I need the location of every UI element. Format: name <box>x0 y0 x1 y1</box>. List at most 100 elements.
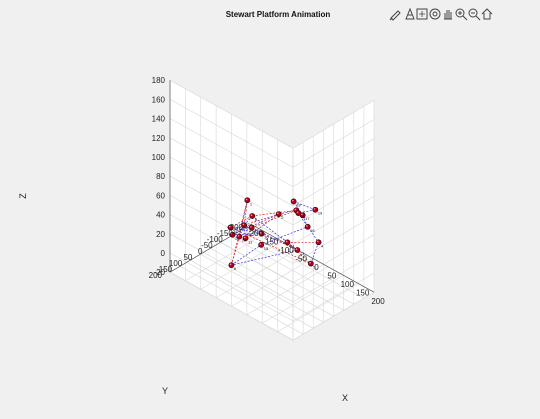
back-gridline-z <box>169 79 294 149</box>
y-axis-line <box>169 223 252 273</box>
point-label: 17 <box>305 216 310 221</box>
point-label: 16 <box>310 228 315 233</box>
platform-point-highlight <box>243 236 246 239</box>
rotate-3d-icon[interactable] <box>429 8 441 20</box>
point-label: 10 <box>264 235 269 240</box>
platform-point-highlight <box>259 232 262 234</box>
x-tick-label: -150 <box>262 238 279 247</box>
platform-links <box>230 200 319 266</box>
z-tick-label: 160 <box>152 95 166 104</box>
blue-link <box>232 233 262 236</box>
blue-link <box>231 244 262 266</box>
point-label: 8 <box>255 217 258 222</box>
z-tick-label: 0 <box>161 249 166 258</box>
right-gridline-z <box>292 234 375 283</box>
y-tick-label: 100 <box>169 259 183 268</box>
back-gridline-z <box>169 137 294 207</box>
blue-link <box>278 209 297 215</box>
y-tick-label: -100 <box>207 235 224 244</box>
export-icon[interactable] <box>416 8 428 20</box>
platform-point-highlight <box>230 233 233 235</box>
platform-point-highlight <box>242 223 245 226</box>
back-gridline-z <box>169 175 294 245</box>
z-tick-label: 100 <box>152 153 166 162</box>
red-link <box>287 242 312 264</box>
data-tips-icon[interactable] <box>405 7 415 20</box>
platform-point-highlight <box>237 234 240 237</box>
platform-points: 12345678910111213141516171819202122 <box>227 197 324 271</box>
z-tick-label: 60 <box>156 191 165 200</box>
right-gridline-z <box>292 195 375 245</box>
y-axis-label: Y <box>162 386 168 396</box>
back-gridline-z <box>169 214 294 283</box>
x-tick-label: 150 <box>356 289 370 298</box>
home-icon[interactable] <box>481 8 493 20</box>
point-label: 12 <box>233 228 238 233</box>
right-gridline-z <box>292 157 375 207</box>
zoom-out-icon[interactable] <box>468 8 481 21</box>
brush-icon[interactable] <box>389 10 401 21</box>
point-label: 11 <box>248 239 253 244</box>
point-label: 14 <box>290 243 295 248</box>
red-link <box>261 233 298 251</box>
right-gridline-z <box>292 138 375 187</box>
red-link <box>230 215 253 228</box>
blue-link <box>310 242 319 264</box>
right-gridline-z <box>292 215 375 264</box>
y-tick-label: 50 <box>183 253 192 262</box>
x-tick-label: -100 <box>278 246 295 255</box>
back-gridline-z <box>169 271 294 341</box>
point-label: 2 <box>281 215 284 220</box>
point-label: 4 <box>321 243 324 248</box>
point-label: 9 <box>254 229 257 234</box>
red-link <box>230 227 311 264</box>
x-axis-label: X <box>342 393 348 403</box>
back-gridline-z <box>169 156 294 226</box>
platform-point-highlight <box>250 226 252 228</box>
platform-point-highlight <box>309 261 311 264</box>
x-tick-label: 0 <box>314 263 319 272</box>
platform-point-highlight <box>296 211 299 214</box>
platform-point-highlight <box>313 208 316 210</box>
blue-link <box>230 227 262 235</box>
chart-title: Stewart Platform Animation <box>226 10 331 19</box>
platform-point-highlight <box>229 263 232 266</box>
platform-point-highlight <box>250 214 253 216</box>
z-tick-label: 120 <box>152 134 166 143</box>
x-tick-label: 50 <box>327 272 336 281</box>
floor-gridline-y <box>179 265 304 335</box>
right-gridline-z <box>292 99 375 149</box>
x-axis-line <box>250 223 375 293</box>
z-tick-label: 140 <box>152 115 166 124</box>
platform-point-highlight <box>259 243 262 245</box>
point-label: 22 <box>242 238 247 243</box>
red-link <box>251 209 297 229</box>
platform-point-highlight <box>316 240 319 243</box>
right-gridline-z <box>292 119 375 168</box>
pan-icon[interactable] <box>444 10 452 20</box>
axes-grid <box>169 79 375 341</box>
platform-point-highlight <box>294 208 297 211</box>
x-tick-label: 100 <box>341 280 355 289</box>
back-gridline-z <box>169 118 294 187</box>
right-gridline-z <box>292 253 375 303</box>
z-tick-label: 40 <box>156 211 165 220</box>
red-link <box>231 236 240 266</box>
platform-point-highlight <box>228 225 231 228</box>
point-label: 18 <box>296 202 301 207</box>
y-tick-label: 0 <box>198 247 203 256</box>
zoom-in-icon[interactable] <box>455 8 468 21</box>
point-label: 20 <box>301 214 306 219</box>
back-gridline-z <box>169 252 294 322</box>
right-gridline-z <box>292 176 375 226</box>
point-label: 6 <box>234 266 237 271</box>
y-tick-label: -50 <box>201 241 213 250</box>
blue-link <box>293 201 316 211</box>
z-tick-label: 80 <box>156 172 165 181</box>
z-axis-label: Z <box>18 193 28 199</box>
y-tick-label: 150 <box>159 265 173 274</box>
point-label: 7 <box>247 226 250 231</box>
y-tick-label: -150 <box>217 229 234 238</box>
red-link <box>243 200 248 226</box>
